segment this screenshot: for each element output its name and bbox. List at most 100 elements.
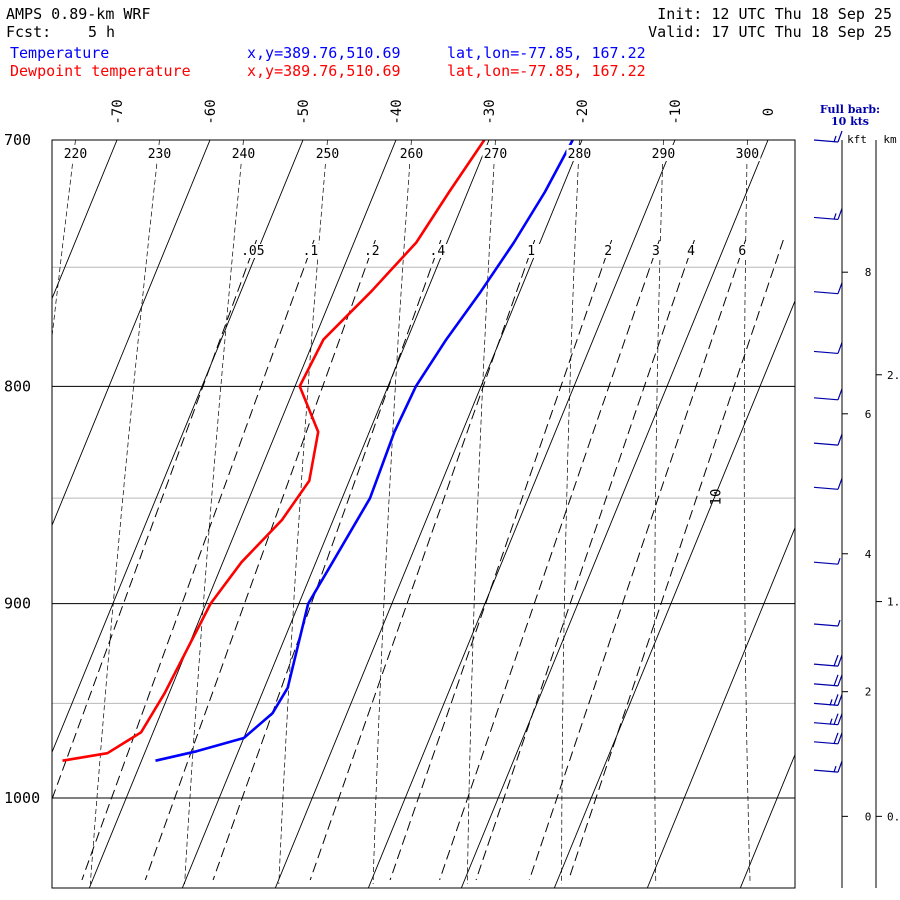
wind-barb-flag xyxy=(833,654,839,667)
km-tick-label: 2. xyxy=(887,369,900,382)
mixing-ratio-label-bg xyxy=(358,244,385,258)
mixing-ratio-line xyxy=(81,239,315,881)
dry-adiabat-line xyxy=(561,140,580,884)
dry-adiabat-label: 270 xyxy=(484,147,507,162)
pressure-tick-label: 1000 xyxy=(4,789,40,807)
dry-adiabat-label: 280 xyxy=(568,147,591,162)
isotherm-line xyxy=(833,140,900,888)
mixing-ratio-label: .4 xyxy=(430,244,446,259)
legend-temperature-label: Temperature xyxy=(10,44,110,62)
wind-barb-flag xyxy=(837,478,843,490)
wind-barb-flag xyxy=(837,130,843,143)
wind-barb-flag xyxy=(833,213,837,220)
model-title: AMPS 0.89-km WRF xyxy=(6,5,151,23)
isotherm-line xyxy=(52,140,118,300)
km-tick-label: 1. xyxy=(887,596,900,609)
wind-barb-staff xyxy=(813,291,839,295)
mixing-ratio-line xyxy=(568,239,784,881)
isotherm-line xyxy=(88,140,397,888)
pressure-tick-label: 700 xyxy=(4,131,31,149)
mixing-ratio-line xyxy=(52,239,257,801)
km-tick-label: 0. xyxy=(887,810,900,823)
mixing-ratio-line xyxy=(212,239,442,881)
dry-adiabat-line xyxy=(89,140,160,885)
wind-barb-flag xyxy=(833,732,839,745)
dry-adiabat-label: 260 xyxy=(400,147,423,162)
isotherm-label: -60 xyxy=(203,99,219,124)
pressure-tick-label: 900 xyxy=(4,595,31,613)
mixing-ratio-label-bg xyxy=(239,244,266,258)
forecast-label: Fcst: xyxy=(6,23,52,41)
mixing-ratio-label: 4 xyxy=(687,244,695,259)
wind-barb-flag xyxy=(837,713,843,725)
mixing-ratio-label-bg xyxy=(642,244,669,258)
dry-adiabat-label: 240 xyxy=(232,147,255,162)
wind-barb-flag xyxy=(837,694,843,706)
isotherm-label: -20 xyxy=(575,99,591,124)
dry-adiabat-label-bg xyxy=(650,145,677,161)
dry-adiabat-label-bg xyxy=(398,145,425,161)
wind-barb-staff xyxy=(813,623,839,627)
wind-barb-flag xyxy=(837,342,843,354)
mixing-ratio-label-bg xyxy=(518,244,545,258)
dry-adiabat-line xyxy=(654,140,664,885)
wind-barb-flag xyxy=(837,388,843,401)
isotherm-label: -40 xyxy=(389,99,405,124)
isotherm-line xyxy=(52,140,211,527)
wind-barb-flag xyxy=(833,694,839,706)
wind-barb-layer xyxy=(813,130,843,773)
isotherm-label: -70 xyxy=(110,99,126,124)
wind-barb-flag xyxy=(837,732,843,745)
dry-adiabat-line xyxy=(52,140,76,340)
wind-barb-flag xyxy=(829,718,833,725)
dry-adiabat-label-bg xyxy=(566,145,593,161)
kft-tick-label: 6 xyxy=(865,408,872,421)
mixing-ratio-line xyxy=(439,239,660,881)
dry-adiabat-label-bg xyxy=(482,145,509,161)
mixing-ratio-label: 2 xyxy=(604,244,612,259)
pressure-tick-label: 800 xyxy=(4,377,31,395)
dewpoint-line xyxy=(62,140,486,762)
isotherm-line xyxy=(181,140,490,888)
dry-adiabat-line xyxy=(184,140,244,885)
dry-adiabat-line xyxy=(743,140,751,885)
dry-adiabat-label-bg xyxy=(146,145,173,161)
kft-tick-label: 0 xyxy=(865,810,872,823)
series-layer xyxy=(62,140,574,762)
wind-barb-staff xyxy=(813,442,839,446)
full-barb-note: Full barb: 10 kts xyxy=(812,104,888,128)
mixing-ratio-label: .05 xyxy=(241,244,264,259)
isotherm-line xyxy=(646,526,795,888)
dry-adiabat-label: 220 xyxy=(64,147,87,162)
grid-layer xyxy=(52,140,900,888)
wind-barb-flag xyxy=(837,208,843,220)
kft-tick-label: 2 xyxy=(865,686,872,699)
wind-barb-flag xyxy=(837,433,843,446)
wind-barb-staff xyxy=(813,561,839,565)
wind-barb-flag xyxy=(833,135,837,143)
dry-adiabat-label: 250 xyxy=(316,147,339,162)
wind-barb-flag xyxy=(837,557,841,565)
dry-adiabat-label-bg xyxy=(734,145,761,161)
wind-barb-flag xyxy=(833,713,839,725)
wind-barb-flag xyxy=(833,765,837,773)
valid-time: Valid: 17 UTC Thu 18 Sep 25 xyxy=(648,23,892,41)
wind-barb-staff xyxy=(813,397,839,401)
dry-adiabat-line xyxy=(466,140,496,885)
legend-dewpoint-label: Dewpoint temperature xyxy=(10,62,191,80)
isotherm-line xyxy=(52,140,304,754)
mixing-ratio-label: 6 xyxy=(738,244,746,259)
mixing-ratio-label-bg xyxy=(677,244,704,258)
kft-tick-label: 4 xyxy=(865,548,872,561)
dry-adiabat-label: 300 xyxy=(736,147,759,162)
isotherm-label: -10 xyxy=(668,99,684,124)
plot-frame xyxy=(51,139,796,889)
mixing-ratio-line xyxy=(528,239,747,881)
isotherm-line xyxy=(460,140,769,888)
dry-adiabat-label-bg xyxy=(314,145,341,161)
dry-adiabat-label: 290 xyxy=(652,147,675,162)
temperature-line xyxy=(155,140,574,762)
height-axis: kft km 0 2 4 6 8 0. 1. 2. xyxy=(841,133,900,888)
mixing-ratio-label-bg xyxy=(297,244,324,258)
isotherm-line xyxy=(367,140,676,888)
